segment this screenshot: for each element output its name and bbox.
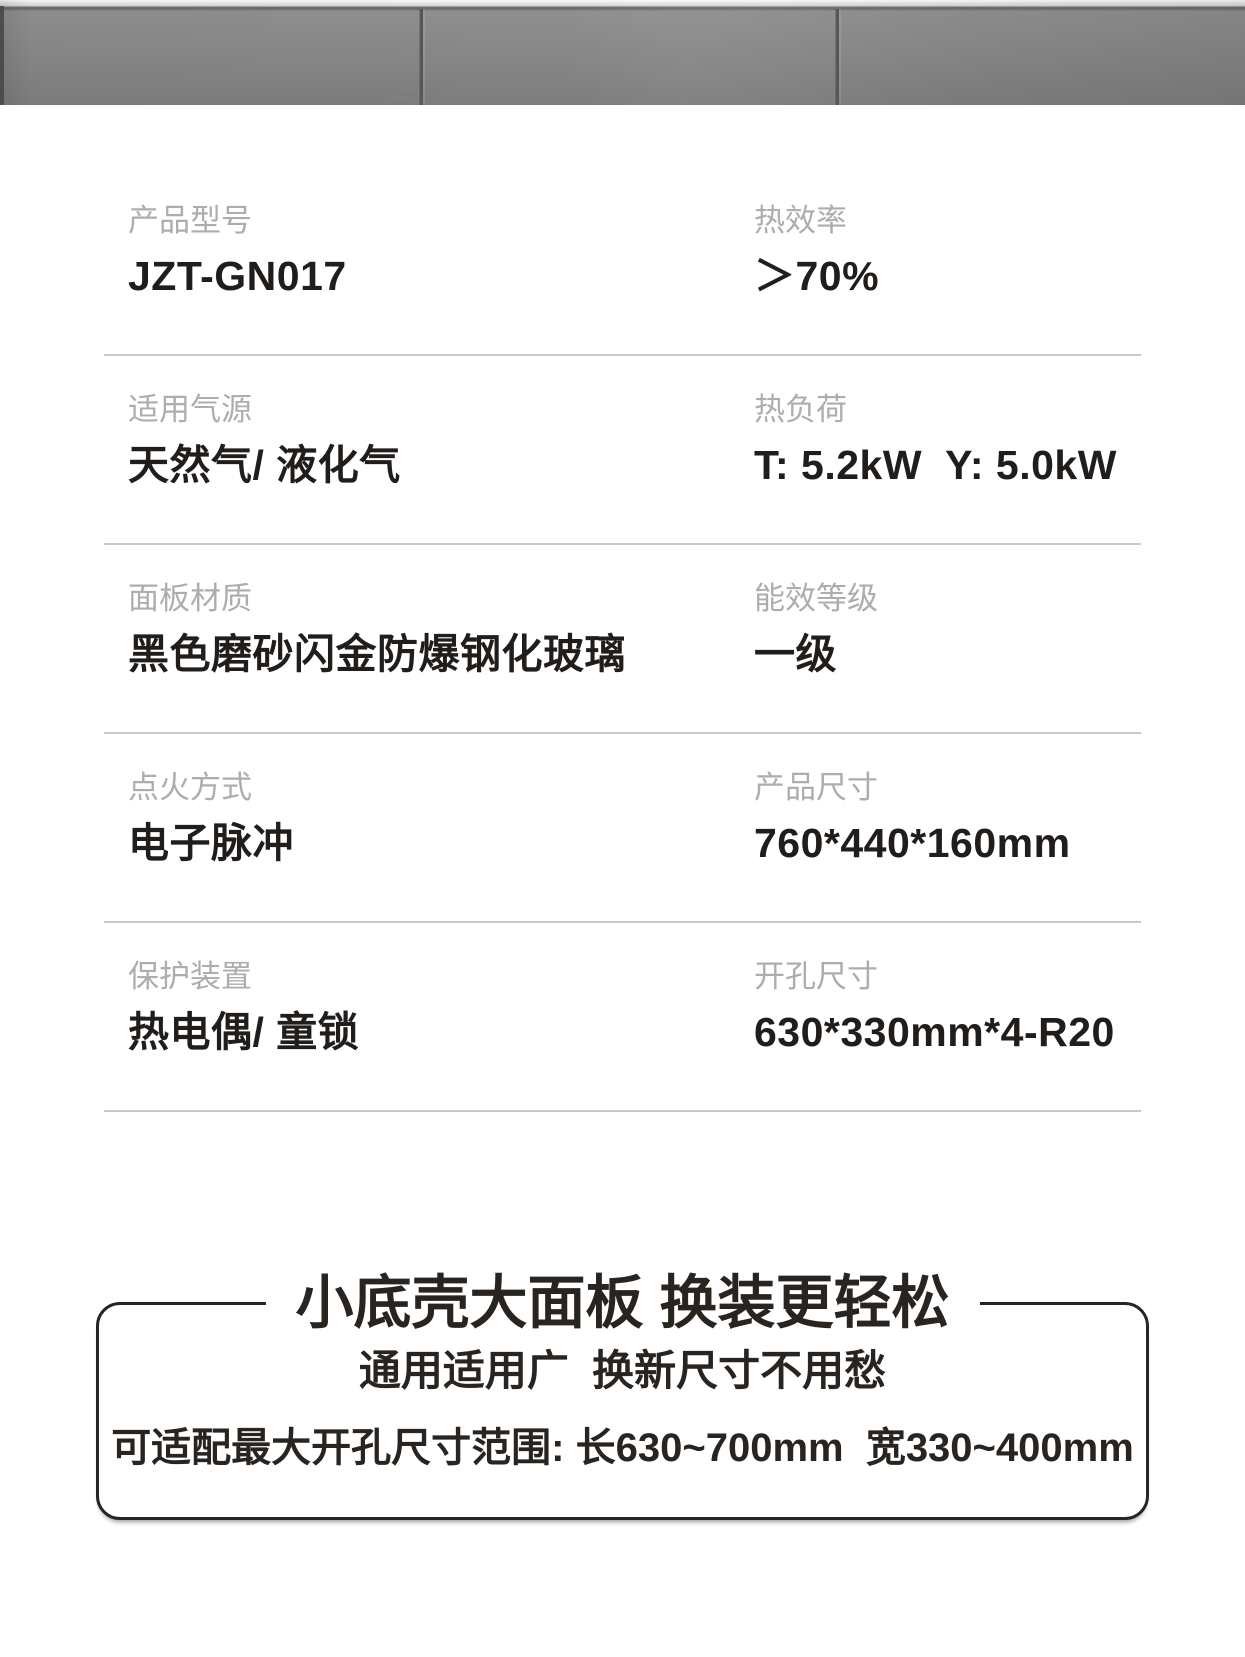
product-photo-banner (0, 0, 1245, 105)
spec-table: 产品型号 JZT-GN017 热效率 ＞70% 适用气源 天然气/ 液化气 热负… (104, 167, 1141, 1112)
banner-shading (0, 0, 1245, 105)
cabinet-panel-seam (420, 9, 423, 105)
spec-row-ignition-size: 点火方式 电子脉冲 产品尺寸 760*440*160mm (104, 734, 1141, 923)
spec-cell-cutout-size: 开孔尺寸 630*330mm*4-R20 (754, 957, 1141, 1058)
spec-label: 产品尺寸 (754, 770, 878, 805)
spec-cell-ignition-method: 点火方式 电子脉冲 (104, 768, 754, 869)
feature-subtitle: 通用适用广 换新尺寸不用愁 (358, 1347, 887, 1394)
spec-cell-panel-material: 面板材质 黑色磨砂闪金防爆钢化玻璃 (104, 579, 754, 680)
spec-value: 黑色磨砂闪金防爆钢化玻璃 (128, 631, 626, 677)
spec-row-protection-cutout: 保护装置 热电偶/ 童锁 开孔尺寸 630*330mm*4-R20 (104, 923, 1141, 1112)
feature-box: 小底壳大面板 换装更轻松 通用适用广 换新尺寸不用愁 可适配最大开孔尺寸范围: … (96, 1268, 1149, 1520)
spec-value: 一级 (754, 631, 837, 677)
spec-row-model-efficiency: 产品型号 JZT-GN017 热效率 ＞70% (104, 167, 1141, 356)
spec-value: 热电偶/ 童锁 (128, 1009, 360, 1055)
spec-label: 面板材质 (128, 581, 252, 616)
spec-label: 能效等级 (754, 581, 878, 616)
spec-cell-product-size: 产品尺寸 760*440*160mm (754, 768, 1141, 869)
spec-label: 热负荷 (754, 392, 847, 427)
spec-label: 适用气源 (128, 392, 252, 427)
spec-cell-thermal-efficiency: 热效率 ＞70% (754, 201, 1141, 302)
spec-row-gas-load: 适用气源 天然气/ 液化气 热负荷 T: 5.2kW Y: 5.0kW (104, 356, 1141, 545)
feature-body: 通用适用广 换新尺寸不用愁 可适配最大开孔尺寸范围: 长630~700mm 宽3… (99, 1305, 1146, 1473)
banner-left-edge (0, 6, 4, 105)
spec-value: 630*330mm*4-R20 (754, 1009, 1115, 1055)
spec-label: 热效率 (754, 203, 847, 238)
spec-label: 保护装置 (128, 959, 252, 994)
spec-cell-protection-device: 保护装置 热电偶/ 童锁 (104, 957, 754, 1058)
spec-label: 产品型号 (128, 203, 252, 238)
feature-note: 可适配最大开孔尺寸范围: 长630~700mm 宽330~400mm (111, 1426, 1134, 1470)
spec-label: 开孔尺寸 (754, 959, 878, 994)
spec-value: 电子脉冲 (128, 820, 294, 866)
spec-row-panel-energy: 面板材质 黑色磨砂闪金防爆钢化玻璃 能效等级 一级 (104, 545, 1141, 734)
spec-value: T: 5.2kW Y: 5.0kW (754, 442, 1117, 488)
cabinet-panel-seam (836, 9, 839, 105)
spec-value: 760*440*160mm (754, 820, 1071, 866)
spec-value: ＞70% (754, 253, 880, 299)
spec-label: 点火方式 (128, 770, 252, 805)
spec-cell-energy-rating: 能效等级 一级 (754, 579, 1141, 680)
spec-value: 天然气/ 液化气 (128, 442, 401, 488)
feature-title: 小底壳大面板 换装更轻松 (265, 1268, 980, 1339)
spec-value: JZT-GN017 (128, 253, 347, 299)
spec-cell-heat-load: 热负荷 T: 5.2kW Y: 5.0kW (754, 390, 1141, 491)
spec-cell-product-model: 产品型号 JZT-GN017 (104, 201, 754, 302)
spec-cell-gas-source: 适用气源 天然气/ 液化气 (104, 390, 754, 491)
